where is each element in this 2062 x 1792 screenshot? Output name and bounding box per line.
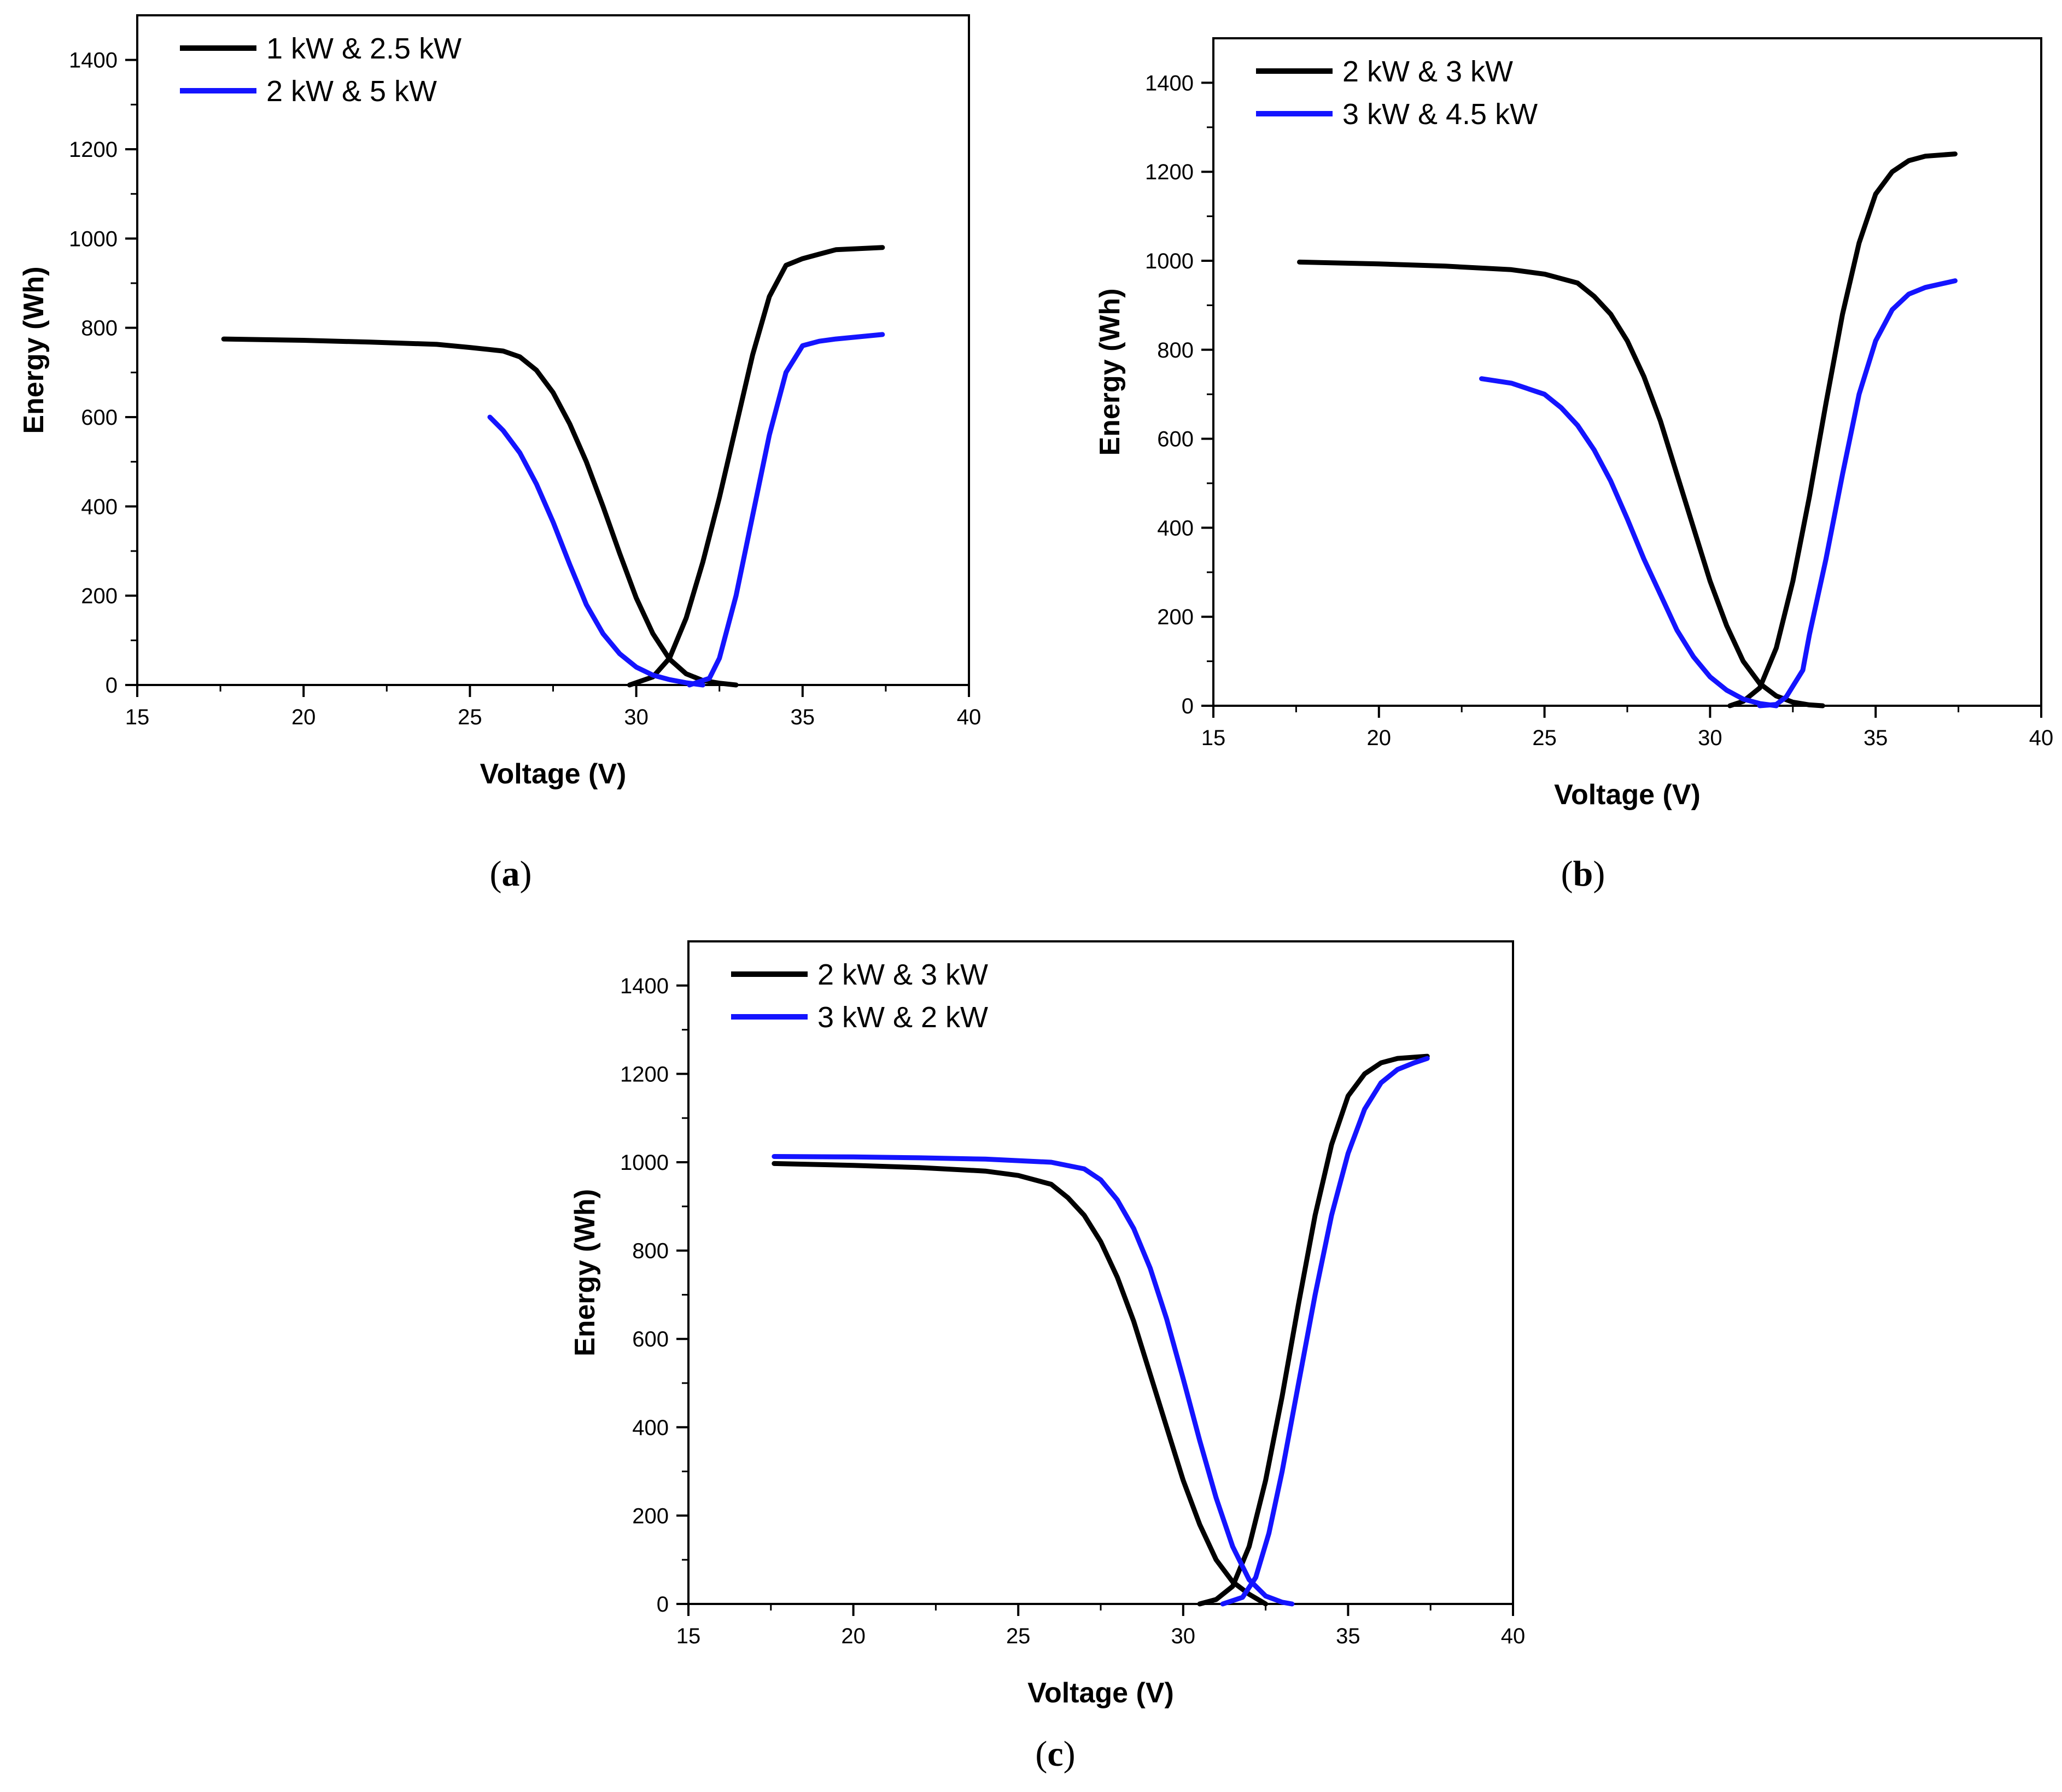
panel-b-series-2-line-2	[1757, 278, 1958, 708]
panel-c-x-tick-label-30: 30	[1171, 1624, 1196, 1648]
panel-b-x-tick-label-15: 15	[1201, 726, 1226, 750]
panel-c-y-axis-title: Energy (Wh)	[569, 1189, 601, 1356]
panel-a-x-tick-label-20: 20	[291, 705, 316, 729]
panel-b-series-1-line-1	[1297, 259, 1825, 708]
panel-a-y-tick-label-400: 400	[81, 495, 118, 519]
panel-b-x-axis-title: Voltage (V)	[1554, 779, 1701, 811]
panel-b-y-tick-label-1200: 1200	[1145, 160, 1194, 184]
panel-c-legend-label-2: 3 kW & 2 kW	[817, 1001, 988, 1034]
panel-c-caption-open: (	[1035, 1734, 1047, 1774]
panel-c-plot-frame	[687, 940, 1514, 1605]
panel-a-y-tick-label-800: 800	[81, 317, 118, 341]
panel-a-series-2-line-1	[487, 414, 705, 688]
panel-a-x-tick-label-35: 35	[791, 705, 815, 729]
panel-c-y-tick-label-800: 800	[632, 1239, 669, 1263]
panel-a-x-tick-label-30: 30	[624, 705, 649, 729]
panel-b-caption-open: (	[1561, 854, 1573, 894]
panel-b-x-tick-label-40: 40	[2029, 726, 2054, 750]
panel-a-y-tick-label-200: 200	[81, 584, 118, 608]
panel-c-x-tick-label-15: 15	[676, 1624, 701, 1648]
panel-a-y-axis-title: Energy (Wh)	[18, 266, 50, 434]
panel-c-series-1-line-1	[772, 1161, 1269, 1607]
panel-a-y-tick-label-1200: 1200	[69, 138, 118, 162]
panel-b-legend-label-1: 2 kW & 3 kW	[1342, 55, 1513, 88]
panel-a-y-tick-label-1000: 1000	[69, 227, 118, 251]
panel-c-caption-close: )	[1064, 1734, 1076, 1774]
panel-c-y-tick-label-1200: 1200	[620, 1062, 669, 1086]
panel-c-x-tick-label-20: 20	[841, 1624, 866, 1648]
panel-b-x-tick-label-35: 35	[1864, 726, 1888, 750]
panel-c-legend-label-1: 2 kW & 3 kW	[817, 958, 988, 991]
panel-c-y-tick-label-400: 400	[632, 1416, 669, 1440]
panel-c-series-layer	[772, 1053, 1430, 1607]
panel-c-y-tick-label-1400: 1400	[620, 974, 669, 998]
panel-b-legend: 2 kW & 3 kW 3 kW & 4.5 kW	[1256, 55, 1538, 131]
panel-c-y-tick-label-1000: 1000	[620, 1151, 669, 1175]
panel-a-series-1-line-2	[627, 245, 885, 688]
panel-a-x-tick-label-25: 25	[458, 705, 482, 729]
panel-b-y-tick-label-1400: 1400	[1145, 71, 1194, 95]
panel-b-x-tick-label-30: 30	[1698, 726, 1722, 750]
panel-c-y-tick-label-200: 200	[632, 1504, 669, 1528]
panel-c-x-tick-label-35: 35	[1336, 1624, 1360, 1648]
panel-c-caption-letter: c	[1047, 1734, 1063, 1774]
panel-a-x-tick-label-40: 40	[957, 705, 982, 729]
panel-a-caption: (a)	[490, 854, 532, 894]
panel-c-x-tick-label-25: 25	[1006, 1624, 1031, 1648]
panel-c-y-tick-label-0: 0	[657, 1592, 669, 1617]
panel-a-series-2-line-2	[687, 332, 885, 688]
panel-b-x-tick-label-25: 25	[1532, 726, 1557, 750]
panel-a-caption-close: )	[520, 854, 532, 894]
panel-b-y-tick-label-0: 0	[1182, 694, 1194, 718]
panel-a-plot-frame	[136, 14, 970, 686]
panel-b-legend-label-2: 3 kW & 4.5 kW	[1342, 98, 1538, 131]
panel-a-series-layer	[221, 245, 885, 688]
panel-b-y-tick-label-200: 200	[1157, 605, 1194, 629]
panel-a-legend-label-1: 1 kW & 2.5 kW	[266, 32, 462, 65]
panel-b-series-1-line-2	[1727, 151, 1958, 708]
panel-a-legend-label-2: 2 kW & 5 kW	[266, 75, 437, 108]
panel-b-y-tick-label-1000: 1000	[1145, 249, 1194, 273]
panel-b-caption: (b)	[1561, 854, 1605, 894]
panel-b-y-axis-title: Energy (Wh)	[1094, 288, 1126, 455]
panel-b-y-tick-label-400: 400	[1157, 516, 1194, 540]
panel-b-caption-letter: b	[1573, 854, 1593, 894]
panel-c-x-tick-label-40: 40	[1501, 1624, 1526, 1648]
panel-a-y-tick-label-1400: 1400	[69, 49, 118, 73]
panel-b-series-layer	[1297, 151, 1958, 708]
panel-c-y-tick-label-600: 600	[632, 1327, 669, 1351]
panel-a-legend: 1 kW & 2.5 kW 2 kW & 5 kW	[180, 32, 462, 108]
panel-c-caption: (c)	[1035, 1734, 1075, 1774]
panel-b-y-tick-label-600: 600	[1157, 427, 1194, 452]
panel-b-caption-close: )	[1593, 854, 1605, 894]
panel-a-series-1-line-1	[221, 336, 739, 688]
panel-c-series-2-line-1	[772, 1154, 1295, 1607]
panel-b-plot-frame	[1212, 37, 2042, 707]
panel-b-series-2-line-1	[1479, 376, 1779, 708]
panel-b-x-tick-label-20: 20	[1367, 726, 1392, 750]
panel-c-x-axis-title: Voltage (V)	[1027, 1677, 1174, 1709]
panel-a-x-tick-label-15: 15	[125, 705, 150, 729]
panel-c-series-1-line-2	[1197, 1053, 1430, 1607]
panel-a-y-tick-label-0: 0	[106, 674, 118, 698]
panel-a-caption-open: (	[490, 854, 502, 894]
panel-b-y-tick-label-800: 800	[1157, 338, 1194, 362]
panel-c-series-2-line-2	[1220, 1056, 1430, 1607]
panel-a-caption-letter: a	[502, 854, 520, 894]
panel-a-y-tick-label-600: 600	[81, 406, 118, 430]
panel-c-legend: 2 kW & 3 kW 3 kW & 2 kW	[731, 958, 988, 1034]
panel-a-x-axis-title: Voltage (V)	[480, 758, 627, 790]
